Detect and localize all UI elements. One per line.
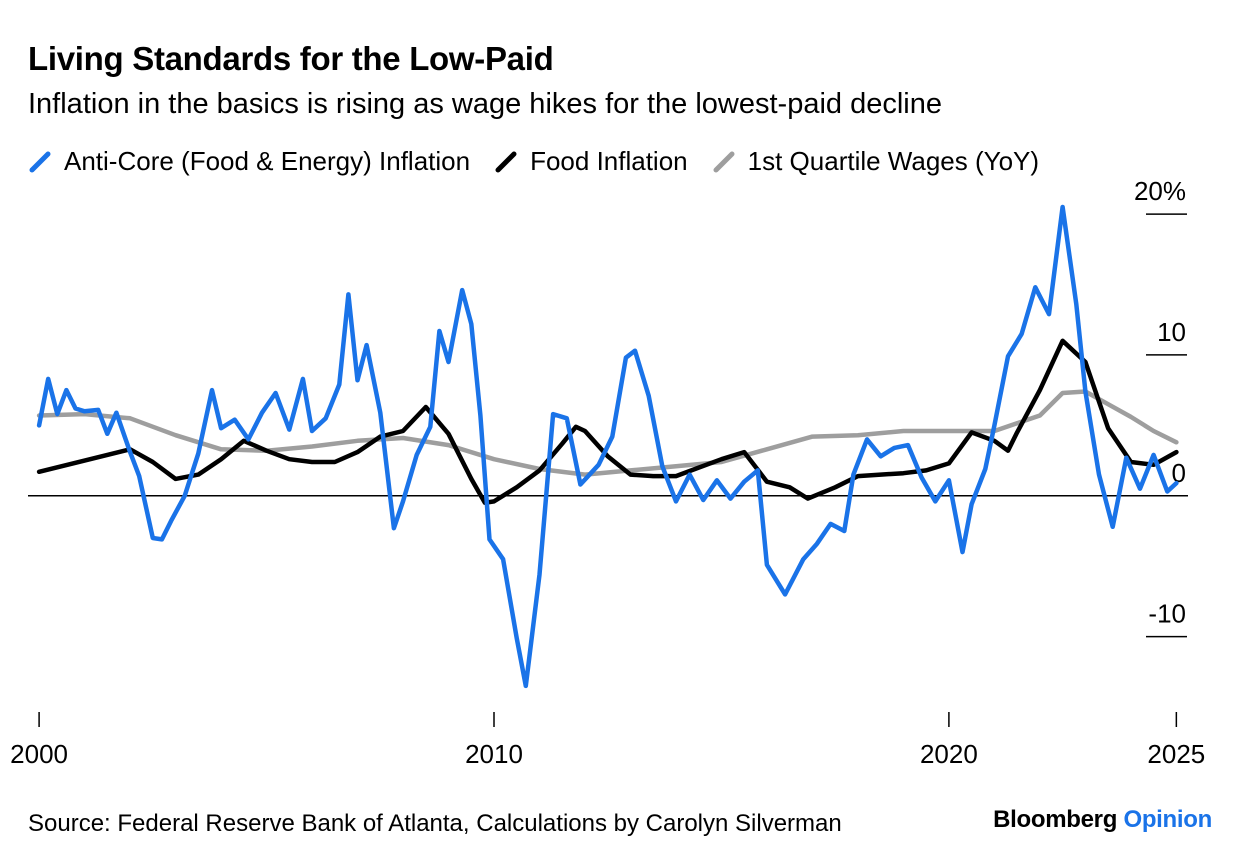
legend-item-wages: 1st Quartile Wages (YoY)	[712, 146, 1039, 177]
legend-label-anti-core: Anti-Core (Food & Energy) Inflation	[64, 146, 471, 176]
chart-subtitle: Inflation in the basics is rising as wag…	[28, 88, 942, 120]
y-tick-label: 20%	[1134, 176, 1186, 206]
chart-title: Living Standards for the Low-Paid	[28, 40, 554, 77]
x-tick-label: 2010	[465, 739, 523, 769]
series-line-1st-quartile-wages-yoy	[36, 389, 1179, 477]
x-tick-label: 2020	[920, 739, 978, 769]
x-tick-label: 2025	[1147, 739, 1205, 769]
brand-accent: Opinion	[1123, 806, 1212, 833]
brand-logo: Bloomberg Opinion	[993, 806, 1212, 834]
legend: Anti-Core (Food & Energy) Inflation Food…	[28, 146, 1063, 177]
legend-swatch-anti-core	[29, 151, 51, 172]
y-tick-label: -10	[1148, 599, 1186, 629]
x-tick-label: 2000	[10, 739, 68, 769]
line-chart: 20% 10 0 -10 2000 2010 2020 2025	[10, 176, 1205, 769]
legend-item-food: Food Inflation	[494, 146, 688, 177]
y-tick-label: 0	[1172, 458, 1186, 488]
y-tick-label: 10	[1157, 317, 1186, 347]
legend-label-food: Food Inflation	[530, 146, 688, 176]
legend-item-anti-core: Anti-Core (Food & Energy) Inflation	[28, 146, 470, 177]
legend-label-wages: 1st Quartile Wages (YoY)	[747, 146, 1040, 176]
legend-swatch-wages	[713, 151, 735, 172]
legend-swatch-food	[495, 151, 517, 172]
source-note: Source: Federal Reserve Bank of Atlanta,…	[28, 810, 842, 837]
series-line-anti-core-food-energy-inflation	[36, 204, 1179, 689]
brand-name: Bloomberg	[993, 806, 1118, 833]
series-line-food-inflation	[36, 338, 1179, 506]
